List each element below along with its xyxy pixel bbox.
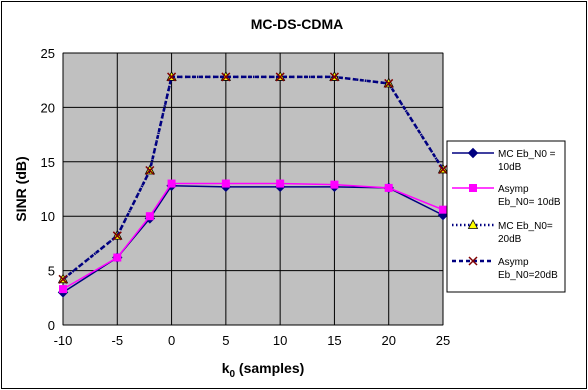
series-4 (58, 72, 448, 284)
series-2-point-7 (384, 183, 393, 192)
series-4-point-5 (275, 72, 285, 82)
series-4-point-1 (112, 231, 122, 241)
series-2-point-3 (167, 179, 176, 188)
y-tick-labels: 0 5 10 15 20 25 (41, 46, 55, 333)
legend-label-2-line-2: Eb_N0= 10dB (498, 197, 561, 208)
legend-label-1-line-1: MC Eb_N0 = (498, 149, 556, 160)
legend-marker-3 (467, 219, 479, 229)
series-4-point-6 (329, 72, 339, 82)
x-tick-label-2: 0 (168, 333, 175, 348)
y-tick-label-4: 20 (41, 100, 55, 115)
series-2-point-0 (59, 285, 67, 294)
y-tick-label-1: 5 (48, 264, 55, 279)
series-layer (57, 71, 449, 298)
series-4-point-3 (167, 72, 177, 82)
series-2-point-4 (221, 179, 230, 188)
y-tick-label-5: 25 (41, 46, 55, 61)
legend: MC Eb_N0 = 10dB Asymp Eb_N0= 10dB MC Eb_N0= 2… (452, 147, 561, 281)
legend-label-1-line-2: 10dB (498, 162, 522, 173)
legend-label-2-line-1: Asymp (498, 184, 529, 195)
series-4-point-4 (221, 72, 231, 82)
series-4-point-0 (58, 274, 68, 284)
series-2-point-6 (330, 180, 339, 189)
legend-label-3-line-2: 20dB (498, 234, 522, 245)
x-axis-label: k0 (samples) (222, 360, 305, 380)
legend-marker-2 (469, 184, 477, 192)
plot-area (62, 52, 444, 326)
series-2-point-5 (276, 179, 285, 188)
x-axis-label-main: k (222, 360, 230, 376)
x-tick-label-1: -5 (112, 333, 124, 348)
y-tick-label-3: 15 (41, 155, 55, 170)
x-tick-label-6: 20 (381, 333, 395, 348)
x-tick-labels: -10 -5 0 5 10 15 20 25 (54, 333, 451, 348)
legend-marker-1 (467, 147, 479, 159)
legend-box (446, 140, 566, 293)
legend-label-4-line-2: Eb_N0=20dB (498, 270, 558, 281)
x-axis-label-subscript: 0 (229, 369, 235, 380)
x-axis-label-rest: (samples) (235, 360, 304, 376)
series-4-point-2 (145, 165, 155, 176)
chart-title: MC-DS-CDMA (251, 16, 344, 32)
series-2-point-1 (113, 253, 122, 262)
y-tick-label-2: 10 (41, 209, 55, 224)
series-2-point-2 (145, 212, 154, 221)
series-2 (59, 179, 447, 294)
x-tick-label-7: 25 (436, 333, 450, 348)
x-tick-label-3: 5 (222, 333, 229, 348)
x-tick-label-4: 10 (273, 333, 287, 348)
y-axis-label: SINR (dB) (13, 156, 29, 221)
series-4-line (62, 75, 445, 281)
y-tick-label-0: 0 (48, 318, 55, 333)
series-2-point-8 (439, 205, 447, 214)
x-tick-label-0: -10 (54, 333, 73, 348)
x-tick-label-5: 15 (327, 333, 341, 348)
legend-label-3-line-1: MC Eb_N0= (498, 221, 553, 232)
series-4-point-8 (438, 164, 448, 174)
series-4-point-7 (384, 78, 394, 88)
legend-marker-4 (468, 256, 478, 266)
legend-label-4-line-1: Asymp (498, 257, 529, 268)
